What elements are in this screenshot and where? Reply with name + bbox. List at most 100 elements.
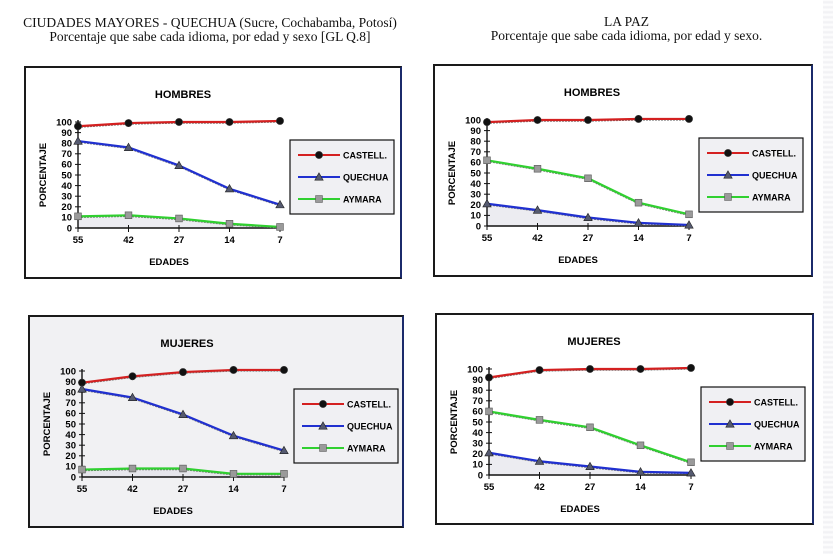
- series-shadow-line: [488, 368, 692, 380]
- series-aymara: [74, 211, 284, 231]
- series-quechua: [482, 198, 694, 229]
- data-point: [280, 366, 288, 374]
- legend-marker-aymara: [315, 195, 323, 203]
- series-line: [488, 410, 692, 464]
- data-point: [483, 118, 491, 127]
- x-tick-label: 42: [532, 233, 543, 244]
- y-tick-label: 60: [472, 407, 483, 418]
- data-point: [225, 118, 234, 126]
- data-point: [684, 220, 694, 229]
- chart-panel-lapaz-hombres: HOMBRES 0 10 20 30 40 50 60 70 80 90 100 55 42 27 14 7 ED…: [433, 64, 813, 277]
- left-subtitle: Porcentaje que sabe cada idioma, por eda…: [49, 29, 371, 44]
- area-shade: [487, 203, 689, 226]
- data-point: [482, 198, 492, 208]
- series-line: [81, 387, 285, 452]
- data-point: [586, 365, 594, 373]
- y-tick-label: 50: [472, 417, 483, 428]
- data-point: [228, 430, 239, 440]
- y-tick-label: 30: [472, 439, 483, 450]
- series-line: [486, 159, 690, 216]
- legend-marker-aymara: [726, 442, 734, 450]
- x-axis-label: EDADES: [558, 255, 598, 266]
- x-tick-label: 7: [688, 482, 693, 493]
- series-castell: [74, 117, 284, 131]
- data-point: [584, 116, 592, 124]
- series-shadow-line: [81, 389, 285, 453]
- y-tick-label: 80: [470, 137, 481, 148]
- legend-label-quechua: QUECHUA: [754, 419, 800, 429]
- x-tick-label: 27: [174, 235, 185, 246]
- data-point: [175, 214, 183, 223]
- y-tick-label: 10: [65, 462, 76, 473]
- legend-label-castell: CASTELL.: [343, 150, 387, 160]
- y-tick-label: 20: [472, 449, 483, 460]
- x-tick-label: 42: [534, 482, 545, 493]
- y-axis-label: PORCENTAJE: [42, 392, 53, 456]
- data-point: [128, 372, 137, 381]
- data-point: [224, 183, 235, 193]
- data-point: [484, 447, 494, 457]
- series-castell: [485, 364, 695, 382]
- data-point: [280, 470, 288, 478]
- data-point: [123, 142, 134, 151]
- data-point: [179, 368, 187, 376]
- y-tick-label: 20: [61, 202, 72, 213]
- legend: CASTELL. QUECHUA AYMARA: [289, 139, 395, 215]
- data-point: [485, 373, 493, 382]
- legend-label-quechua: QUECHUA: [347, 421, 393, 431]
- y-tick-label: 70: [61, 149, 72, 160]
- legend-box: [289, 139, 395, 215]
- y-tick-label: 100: [465, 115, 481, 126]
- x-tick-label: 14: [633, 233, 644, 244]
- data-point: [685, 115, 693, 123]
- series-shadow-line: [81, 469, 284, 476]
- x-tick-label: 7: [277, 235, 282, 246]
- data-point: [124, 211, 133, 219]
- data-point: [583, 212, 593, 222]
- y-tick-label: 100: [56, 117, 72, 128]
- data-point: [687, 458, 695, 466]
- data-point: [174, 160, 184, 169]
- legend-marker-aymara: [319, 444, 327, 452]
- chart-title: HOMBRES: [564, 87, 620, 99]
- data-point: [73, 136, 83, 145]
- legend-label-castell: CASTELL.: [347, 399, 391, 409]
- y-tick-label: 40: [61, 181, 72, 192]
- series-shadow-line: [488, 412, 692, 464]
- y-tick-label: 60: [61, 160, 72, 171]
- left-title: CIUDADES MAYORES - QUECHUA (Sucre, Cocha…: [23, 15, 397, 30]
- data-point: [686, 468, 696, 477]
- legend-marker-castell: [315, 151, 323, 159]
- legend-marker-castell: [724, 149, 732, 157]
- x-axis-label: EDADES: [153, 506, 193, 517]
- y-tick-label: 40: [65, 430, 76, 441]
- y-tick-label: 0: [478, 470, 483, 481]
- x-tick-label: 27: [585, 482, 596, 493]
- data-point: [532, 205, 543, 214]
- y-axis-label: PORCENTAJE: [38, 143, 49, 207]
- series-quechua: [77, 384, 289, 454]
- y-tick-label: 70: [472, 396, 483, 407]
- chart-panel-quechua-hombres: HOMBRES 0 10 20 30 40 50 60 70 80 90 100 55 42 27 14 7 ED…: [24, 66, 402, 279]
- x-tick-label: 14: [224, 235, 235, 246]
- x-axis-label: EDADES: [149, 257, 189, 268]
- data-point: [225, 220, 234, 228]
- y-tick-label: 50: [65, 419, 76, 430]
- x-tick-label: 7: [281, 484, 286, 495]
- data-point: [636, 365, 645, 373]
- y-tick-label: 90: [65, 377, 76, 388]
- x-tick-label: 55: [73, 235, 84, 246]
- data-point: [78, 465, 86, 474]
- y-tick-label: 60: [470, 158, 481, 169]
- series-shadow-line: [77, 141, 281, 207]
- legend-marker-quechua: [318, 421, 328, 430]
- y-tick-label: 60: [65, 409, 76, 420]
- legend-label-quechua: QUECHUA: [343, 172, 389, 182]
- data-point: [74, 212, 82, 221]
- series-shadow-line: [486, 204, 690, 227]
- data-point: [535, 416, 544, 424]
- right-title: LA PAZ: [604, 14, 649, 29]
- y-tick-label: 10: [470, 211, 481, 222]
